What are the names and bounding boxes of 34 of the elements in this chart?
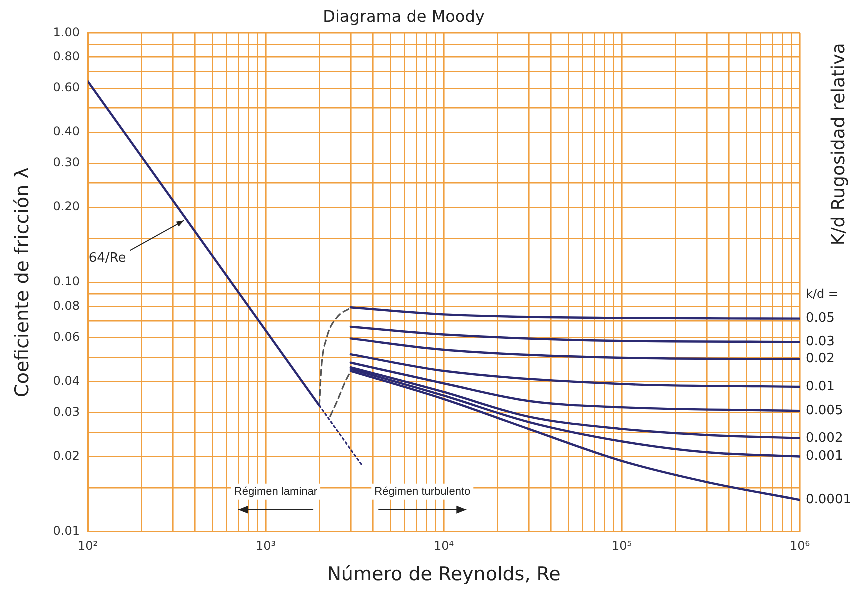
series-label: 0.0001	[806, 492, 852, 508]
y-tick-label: 0.01	[53, 524, 80, 538]
y-tick-label: 1.00	[53, 25, 80, 40]
series-label: 0.001	[806, 449, 844, 464]
y-tick-label: 0.03	[53, 404, 80, 419]
annotation: 64/Re	[88, 251, 126, 266]
annotation: Régimen turbulento	[374, 486, 471, 498]
y-tick-label: 0.02	[53, 448, 80, 463]
x-tick-label: 10⁴	[434, 539, 454, 554]
y-tick-label: 0.06	[53, 330, 80, 344]
y2-axis-title: K/d Rugosidad relativa	[828, 43, 850, 246]
x-axis-title: Número de Reynolds, Re	[327, 564, 561, 586]
series-label: 0.03	[806, 334, 835, 350]
series-label: 0.002	[806, 430, 844, 446]
y-tick-label: 0.20	[53, 200, 80, 214]
y-tick-label: 0.80	[53, 49, 80, 64]
series-label: 0.005	[806, 403, 844, 418]
chart-title: Diagrama de Moody	[323, 6, 485, 26]
x-tick-label: 10²	[78, 539, 98, 554]
annotation: Régimen laminar	[234, 486, 318, 498]
y-tick-label: 0.04	[53, 374, 80, 388]
y-axis-title: Coeficiente de fricción λ	[11, 168, 34, 398]
series-label: 0.01	[806, 379, 835, 394]
series-label: 0.02	[806, 352, 835, 367]
x-tick-label: 10³	[256, 539, 276, 554]
text: k/d =	[806, 286, 838, 301]
y-tick-label: 0.10	[53, 274, 80, 289]
x-tick-label: 10⁵	[612, 539, 632, 554]
x-tick-label: 10⁶	[790, 539, 810, 554]
y-tick-label: 0.60	[53, 80, 80, 95]
y-tick-label: 0.08	[53, 298, 80, 313]
series-label: 0.05	[806, 311, 835, 326]
y-tick-label: 0.40	[53, 124, 80, 139]
y-tick-label: 0.30	[53, 156, 80, 170]
